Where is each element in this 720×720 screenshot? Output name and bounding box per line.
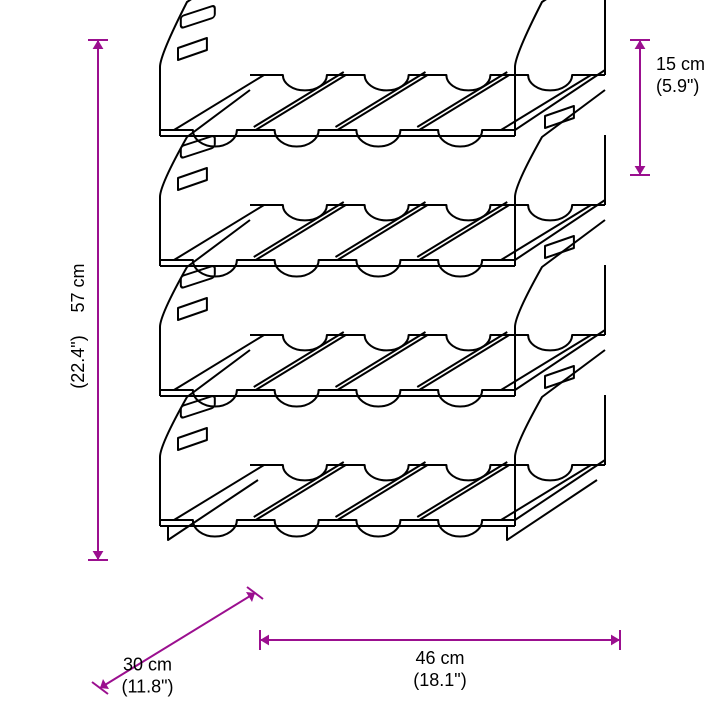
depth-cm-label: 30 cm	[123, 655, 172, 675]
width-cm-label: 46 cm	[415, 648, 464, 668]
dimension-annotations: 57 cm (22.4") 15 cm(5.9") 30 cm(11.8") 46 cm…	[68, 40, 705, 697]
depth-inch-label: (11.8")	[121, 677, 173, 697]
height-inch-label: (22.4")	[68, 335, 88, 388]
height-cm-label: 57 cm	[68, 263, 88, 312]
dimension-diagram: 57 cm (22.4") 15 cm(5.9") 30 cm(11.8") 46 cm…	[0, 0, 720, 720]
tier-cm-label: 15 cm	[656, 54, 705, 74]
wine-rack-drawing	[160, 0, 605, 540]
tier-inch-label: (5.9")	[656, 76, 699, 96]
width-inch-label: (18.1")	[413, 670, 466, 690]
